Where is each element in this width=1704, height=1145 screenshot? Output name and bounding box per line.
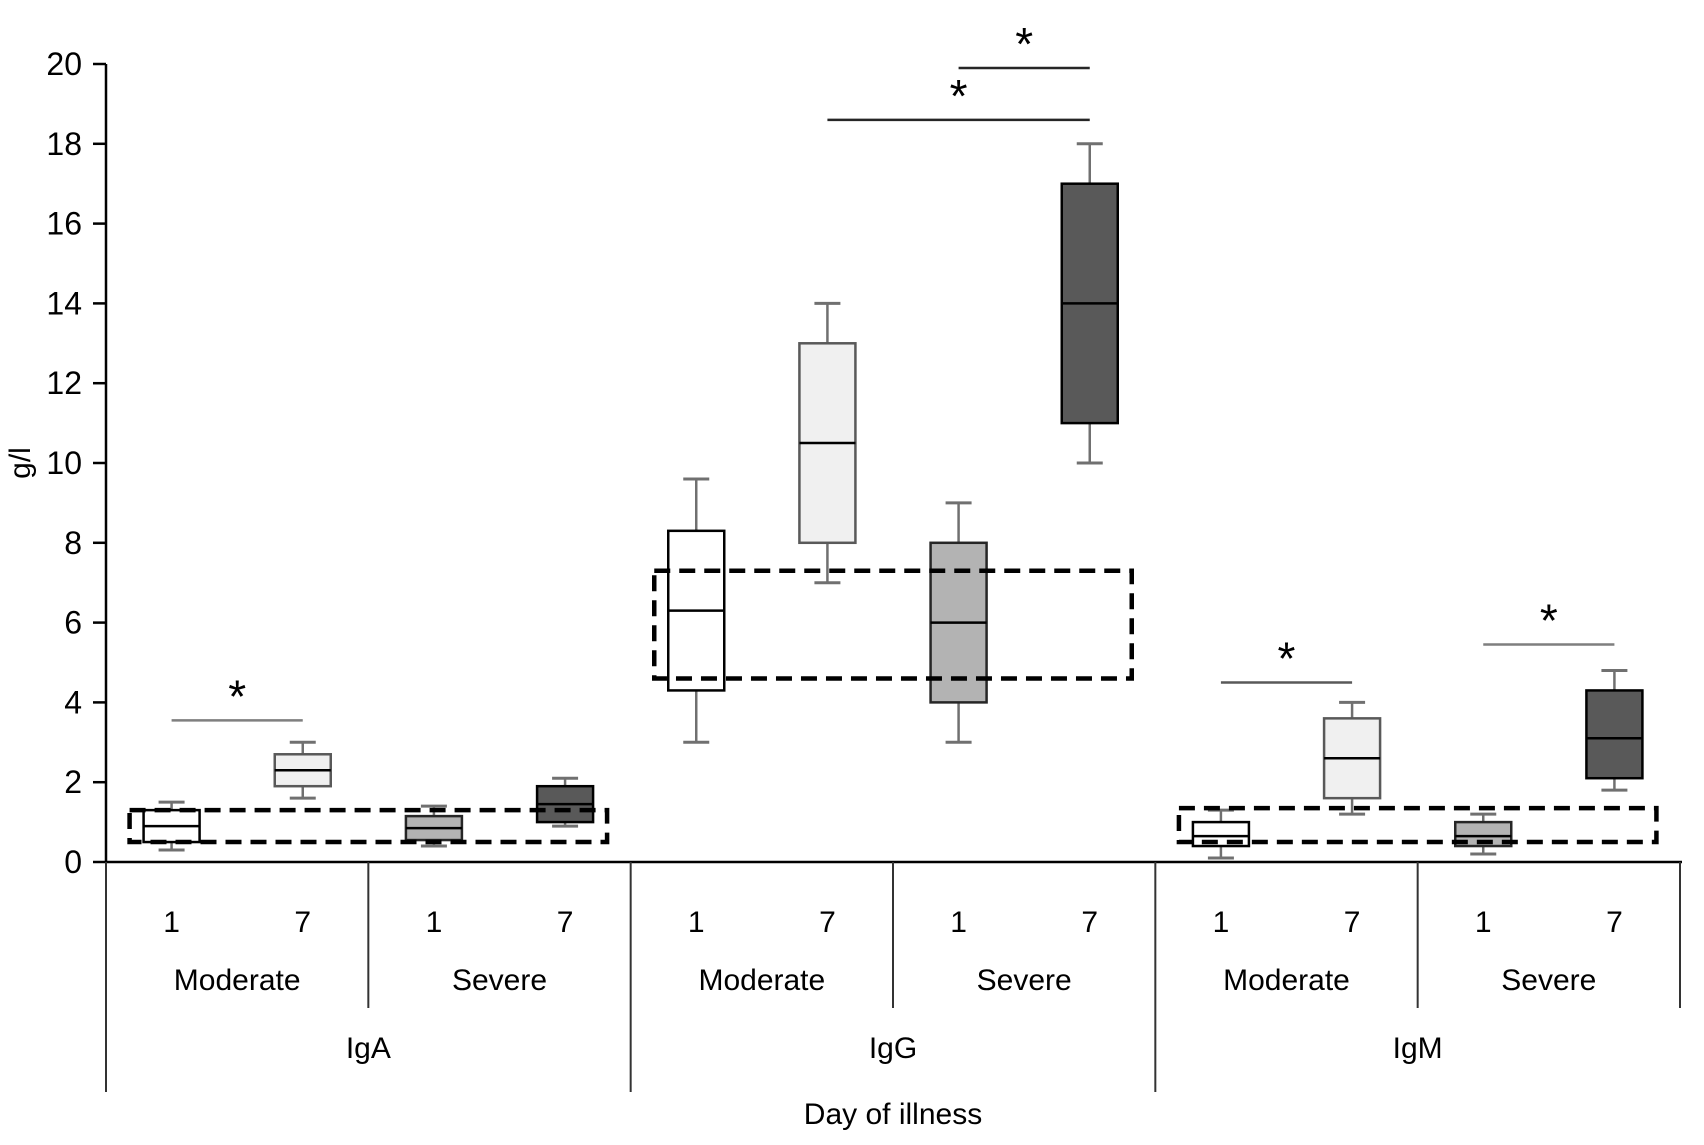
y-tick-label-10: 10 [46,445,82,481]
y-tick-label-12: 12 [46,365,82,401]
y-tick-label-2: 2 [64,764,82,800]
significance-star-3: * [1278,632,1296,684]
boxplot-IgA-Severe-7 [535,776,595,828]
y-axis-title: g/l [4,447,37,479]
boxplot-IgA-Severe-1 [404,804,464,848]
y-tick-label-14: 14 [46,285,82,321]
day-label-IgG-Severe-1: 1 [950,906,967,939]
day-label-IgA-Severe-7: 7 [557,906,574,939]
y-tick-label-0: 0 [64,844,82,880]
box-IgM-Severe-7 [1585,689,1644,780]
boxplot-IgM-Moderate-1 [1191,808,1251,860]
day-label-IgA-Moderate-7: 7 [294,906,311,939]
subgroup-label-IgA-Severe: Severe [452,964,547,997]
day-label-IgG-Severe-7: 7 [1081,906,1098,939]
boxplot-IgM-Severe-1 [1454,812,1513,856]
x-axis-title: Day of illness [804,1098,982,1131]
day-label-IgA-Moderate-1: 1 [163,906,180,939]
y-tick-label-8: 8 [64,525,82,561]
day-label-IgG-Moderate-7: 7 [819,906,836,939]
significance-star-4: * [1540,595,1558,647]
group-label-IgG: IgG [869,1032,917,1065]
significance-star-1: * [950,70,968,122]
boxplot-IgA-Moderate-1 [142,800,201,852]
box-IgM-Severe-1 [1454,820,1513,848]
reference-range-IgG [652,568,1134,681]
group-label-IgA: IgA [346,1032,391,1065]
y-tick-label-18: 18 [46,126,82,162]
group-label-IgM: IgM [1393,1032,1443,1065]
boxplot-IgG-Moderate-7 [798,301,857,585]
boxplot-IgA-Moderate-7 [273,740,332,800]
subgroup-label-IgM-Moderate: Moderate [1223,964,1350,997]
y-tick-label-20: 20 [46,46,82,82]
boxplot-IgG-Severe-1 [929,501,988,744]
day-label-IgM-Moderate-7: 7 [1344,906,1361,939]
reference-range-IgA [127,807,610,845]
boxplot-IgG-Moderate-1 [667,477,726,744]
boxplot-IgM-Moderate-7 [1322,700,1382,816]
y-tick-label-16: 16 [46,206,82,242]
subgroup-label-IgG-Moderate: Moderate [698,964,825,997]
day-label-IgM-Severe-1: 1 [1475,906,1492,939]
day-label-IgM-Moderate-1: 1 [1213,906,1230,939]
subgroup-label-IgM-Severe: Severe [1501,964,1596,997]
day-label-IgM-Severe-7: 7 [1606,906,1623,939]
subgroup-label-IgG-Severe: Severe [977,964,1072,997]
boxplot-IgG-Severe-7 [1060,142,1119,465]
y-tick-label-4: 4 [64,684,82,720]
reference-range-IgM [1176,805,1659,845]
y-tick-label-6: 6 [64,605,82,641]
boxplot-IgM-Severe-7 [1585,668,1644,792]
subgroup-label-IgA-Moderate: Moderate [174,964,301,997]
significance-star-2: * [1015,18,1033,70]
day-label-IgG-Moderate-1: 1 [688,906,705,939]
day-label-IgA-Severe-1: 1 [426,906,443,939]
significance-star-0: * [228,670,246,722]
